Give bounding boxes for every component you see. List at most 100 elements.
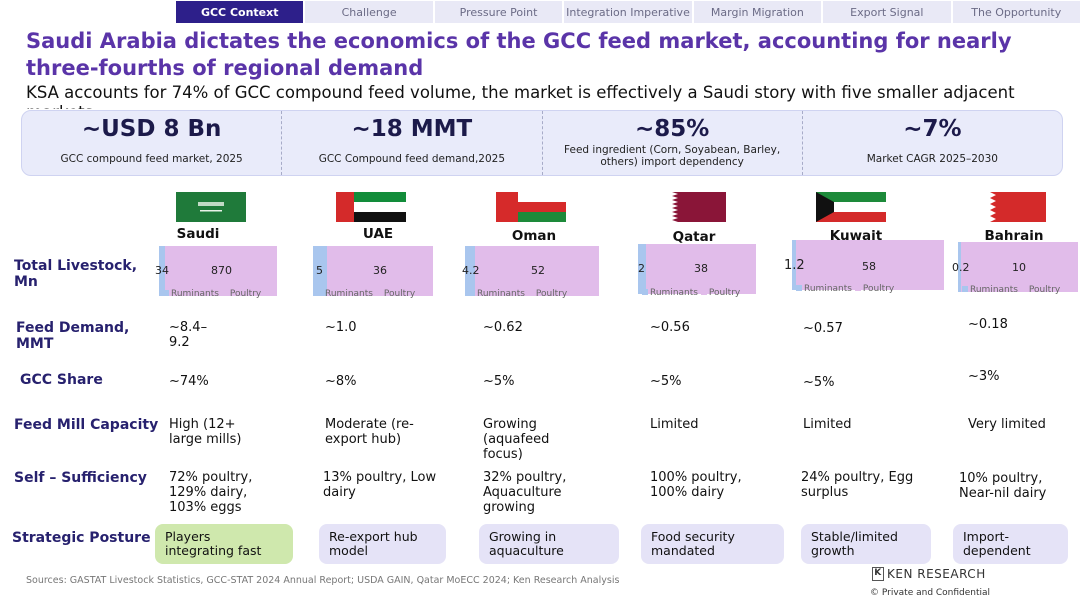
livestock-bar-bahrain: 0.2 10	[952, 242, 1078, 292]
feed-demand-bahrain: ~0.18	[968, 317, 1008, 332]
posture-qatar: Food security mandated	[641, 524, 784, 564]
legend-poultry: Poultry	[535, 289, 568, 299]
logo-text: KEN RESEARCH	[887, 567, 986, 581]
ruminants-segment	[159, 246, 165, 296]
qatar-flag-icon	[656, 192, 726, 222]
section-tabs: GCC Context Challenge Pressure Point Int…	[176, 1, 1080, 23]
ruminants-value: 4.2	[462, 264, 480, 277]
feed-demand-oman: ~0.62	[483, 320, 523, 335]
gcc-share-saudi-arabia: ~74%	[169, 374, 209, 389]
poultry-value: 10	[1012, 261, 1026, 274]
legend-poultry: Poultry	[383, 289, 416, 299]
livestock-legend: Ruminants Poultry	[796, 284, 894, 294]
kpi-panel: ~USD 8 Bn GCC compound feed market, 2025…	[21, 110, 1063, 176]
ruminants-segment	[638, 244, 646, 294]
feed-demand-saudi-arabia: ~8.4–9.2	[169, 320, 208, 350]
row-label-feed-demand: Feed Demand, MMT	[16, 320, 130, 352]
ken-research-logo: K KEN RESEARCH	[872, 567, 986, 581]
gcc-share-oman: ~5%	[483, 374, 515, 389]
ruminants-value: 2	[638, 262, 645, 275]
legend-poultry: Poultry	[1028, 285, 1061, 295]
logo-mark-icon: K	[872, 567, 884, 581]
country-name-oman: Oman	[511, 228, 557, 244]
kpi-feed-demand: ~18 MMT GCC Compound feed demand,2025	[281, 111, 541, 175]
ruminants-value: 0.2	[952, 261, 970, 274]
ruminants-value: 34	[155, 264, 169, 277]
livestock-legend: Ruminants Poultry	[317, 289, 415, 299]
saudi-arabia-flag-icon	[176, 192, 246, 222]
kpi-import-dependency: ~85% Feed ingredient (Corn, Soyabean, Ba…	[541, 111, 802, 175]
livestock-bar-kuwait: 1.2 58	[784, 240, 944, 290]
kpi-value: ~18 MMT	[351, 116, 473, 142]
poultry-value: 58	[862, 260, 876, 273]
gcc-share-uae: ~8%	[325, 374, 357, 389]
row-label-gcc-share: GCC Share	[20, 372, 103, 388]
gcc-share-bahrain: ~3%	[968, 369, 1000, 384]
legend-poultry: Poultry	[229, 289, 262, 299]
legend-ruminants: Ruminants	[650, 288, 698, 298]
livestock-bar-oman: 4.2 52	[462, 246, 599, 296]
capacity-qatar: Limited	[650, 417, 699, 432]
capacity-uae: Moderate (re-export hub)	[325, 417, 414, 447]
tab-margin-migration[interactable]: Margin Migration	[693, 1, 822, 23]
capacity-saudi-arabia: High (12+ large mills)	[169, 417, 242, 447]
poultry-value: 38	[694, 262, 708, 275]
tab-gcc-context[interactable]: GCC Context	[176, 1, 304, 23]
self-sufficiency-saudi-arabia: 72% poultry, 129% dairy, 103% eggs	[169, 470, 253, 515]
feed-demand-uae: ~1.0	[325, 320, 357, 335]
self-sufficiency-kuwait: 24% poultry, Egg surplus	[801, 470, 914, 500]
livestock-legend: Ruminants Poultry	[642, 288, 740, 298]
oman-flag-icon	[496, 192, 566, 222]
tab-pressure-point[interactable]: Pressure Point	[434, 1, 563, 23]
livestock-bar-saudi-arabia: 34 870	[155, 246, 277, 296]
kpi-value: ~85%	[634, 116, 710, 142]
posture-bahrain: Import-dependent	[953, 524, 1068, 564]
livestock-legend: Ruminants Poultry	[469, 289, 567, 299]
posture-saudi-arabia: Players integrating fast	[155, 524, 293, 564]
poultry-segment	[646, 244, 756, 294]
self-sufficiency-uae: 13% poultry, Low dairy	[323, 470, 437, 500]
posture-kuwait: Stable/limited growth	[801, 524, 931, 564]
gcc-share-kuwait: ~5%	[803, 375, 835, 390]
tab-integration-imperative[interactable]: Integration Imperative	[564, 1, 692, 23]
poultry-segment	[796, 240, 944, 290]
uae-flag-icon	[336, 192, 406, 222]
ruminants-segment	[465, 246, 475, 296]
poultry-segment	[327, 246, 433, 296]
bahrain-flag-icon	[976, 192, 1046, 222]
legend-ruminants: Ruminants	[325, 289, 373, 299]
poultry-value: 36	[373, 264, 387, 277]
ruminants-value: 1.2	[784, 258, 805, 273]
row-label-posture: Strategic Posture	[12, 530, 151, 546]
confidential-note: © Private and Confidential	[870, 588, 991, 598]
capacity-oman: Growing (aquafeed focus)	[483, 417, 550, 462]
capacity-kuwait: Limited	[803, 417, 852, 432]
livestock-bar-uae: 5 36	[313, 246, 433, 296]
tab-challenge[interactable]: Challenge	[305, 1, 433, 23]
ruminants-segment	[313, 246, 327, 296]
ruminants-segment	[792, 240, 796, 290]
ruminants-value: 5	[316, 264, 323, 277]
sources-note: Sources: GASTAT Livestock Statistics, GC…	[26, 575, 620, 586]
posture-oman: Growing in aquaculture	[479, 524, 619, 564]
capacity-bahrain: Very limited	[968, 417, 1046, 432]
legend-ruminants: Ruminants	[970, 285, 1018, 295]
tab-the-opportunity[interactable]: The Opportunity	[952, 1, 1080, 23]
country-name-bahrain: Bahrain	[984, 228, 1044, 244]
gcc-share-qatar: ~5%	[650, 374, 682, 389]
legend-poultry: Poultry	[708, 288, 741, 298]
livestock-legend: Ruminants Poultry	[163, 289, 261, 299]
livestock-bar-qatar: 2 38	[638, 244, 756, 294]
legend-poultry: Poultry	[862, 284, 895, 294]
kuwait-flag-icon	[816, 192, 886, 222]
legend-ruminants: Ruminants	[477, 289, 525, 299]
kpi-label: Market CAGR 2025–2030	[866, 153, 998, 165]
kpi-label: GCC Compound feed demand,2025	[318, 153, 506, 165]
tab-export-signal[interactable]: Export Signal	[823, 1, 951, 23]
kpi-label: Feed ingredient (Corn, Soyabean, Barley,…	[564, 144, 781, 168]
page-subtitle: KSA accounts for 74% of GCC compound fee…	[26, 83, 1015, 109]
kpi-cagr: ~7% Market CAGR 2025–2030	[801, 111, 1062, 175]
poultry-value: 870	[211, 264, 232, 277]
self-sufficiency-qatar: 100% poultry, 100% dairy	[650, 470, 742, 500]
row-label-self-sufficiency: Self – Sufficiency	[14, 470, 147, 486]
